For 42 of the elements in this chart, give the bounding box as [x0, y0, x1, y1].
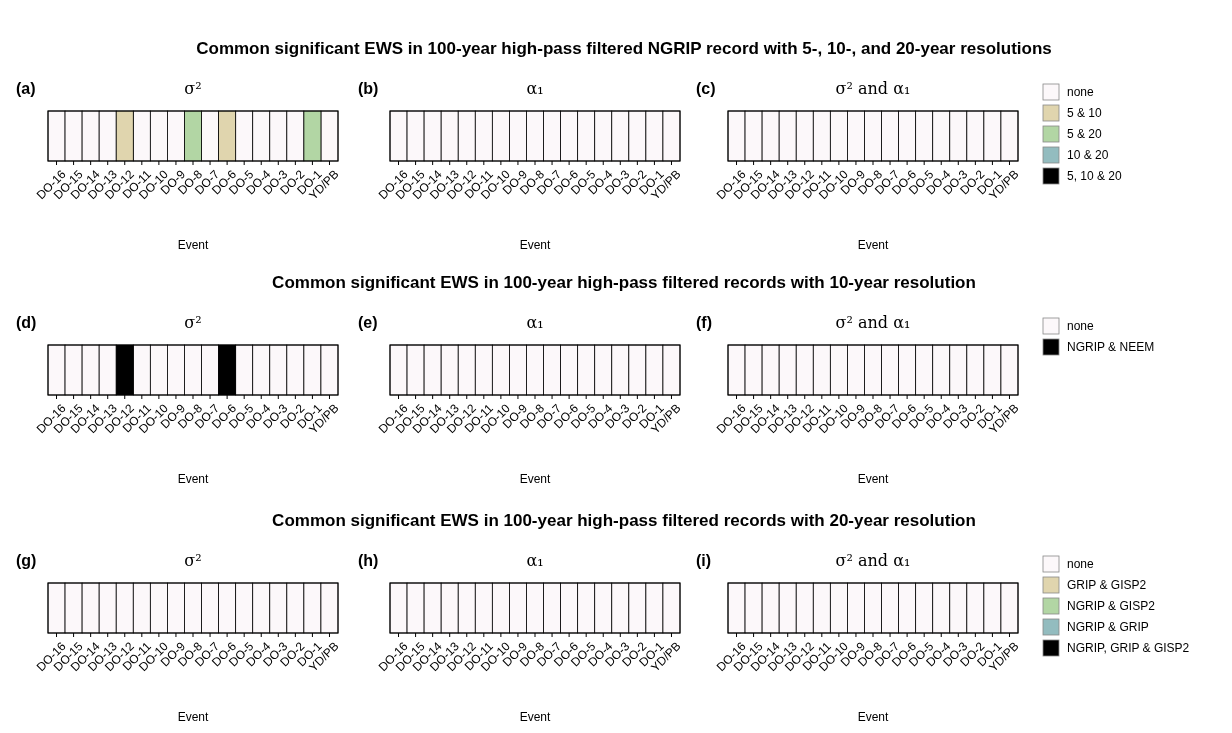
chart-title: α₁: [526, 313, 544, 332]
legend-label: GRIP & GISP2: [1067, 578, 1147, 592]
text: Common significant EWS in 100-year high-pass filtered records with 10-year resolution: [272, 273, 976, 292]
chart-title: σ²: [184, 551, 202, 570]
chart-title: σ² and α₁: [835, 551, 911, 570]
x-axis-title: Event: [177, 710, 210, 724]
legend-label: NGRIP & NEEM: [1067, 340, 1155, 354]
legend-label: NGRIP & GISP2: [1067, 599, 1156, 613]
text: (i): [696, 552, 712, 569]
text: Common significant EWS in 100-year high-pass filtered records with 20-year resolution: [272, 511, 976, 530]
x-axis-title: Event: [519, 472, 552, 486]
chart-title: α₁: [526, 551, 544, 570]
legend-label: 5 & 20: [1067, 127, 1103, 141]
chart-title: α₁: [526, 79, 544, 98]
chart-title: σ² and α₁: [835, 313, 911, 332]
text: (a): [16, 80, 36, 97]
text: (e): [358, 314, 378, 331]
chart-title: σ²: [184, 313, 202, 332]
text: none: [1067, 557, 1095, 571]
x-axis-title: Event: [519, 710, 552, 724]
x-axis-title: Event: [519, 238, 552, 252]
x-axis-title: Event: [857, 238, 890, 252]
text: none: [1067, 319, 1095, 333]
legend-label: 5, 10 & 20: [1067, 169, 1123, 183]
text: Common significant EWS in 100-year high-pass filtered NGRIP record with 5-, 10-, and 20-year resolutions: [196, 39, 1052, 58]
chart-title: σ² and α₁: [835, 79, 911, 98]
text: none: [1067, 85, 1095, 99]
x-axis-title: Event: [857, 472, 890, 486]
text: (b): [358, 80, 379, 97]
text: (f): [696, 314, 712, 331]
legend-label: NGRIP & GRIP: [1067, 620, 1149, 634]
chart-title: σ²: [184, 79, 202, 98]
text: (h): [358, 552, 379, 569]
x-axis-title: Event: [177, 238, 210, 252]
x-axis-title: Event: [857, 710, 890, 724]
legend-label: NGRIP, GRIP & GISP2: [1067, 641, 1190, 655]
legend-label: 10 & 20: [1067, 148, 1109, 162]
legend-label: 5 & 10: [1067, 106, 1103, 120]
x-axis-title: Event: [177, 472, 210, 486]
text: (c): [696, 80, 716, 97]
text: (d): [16, 314, 37, 331]
text: (g): [16, 552, 37, 569]
